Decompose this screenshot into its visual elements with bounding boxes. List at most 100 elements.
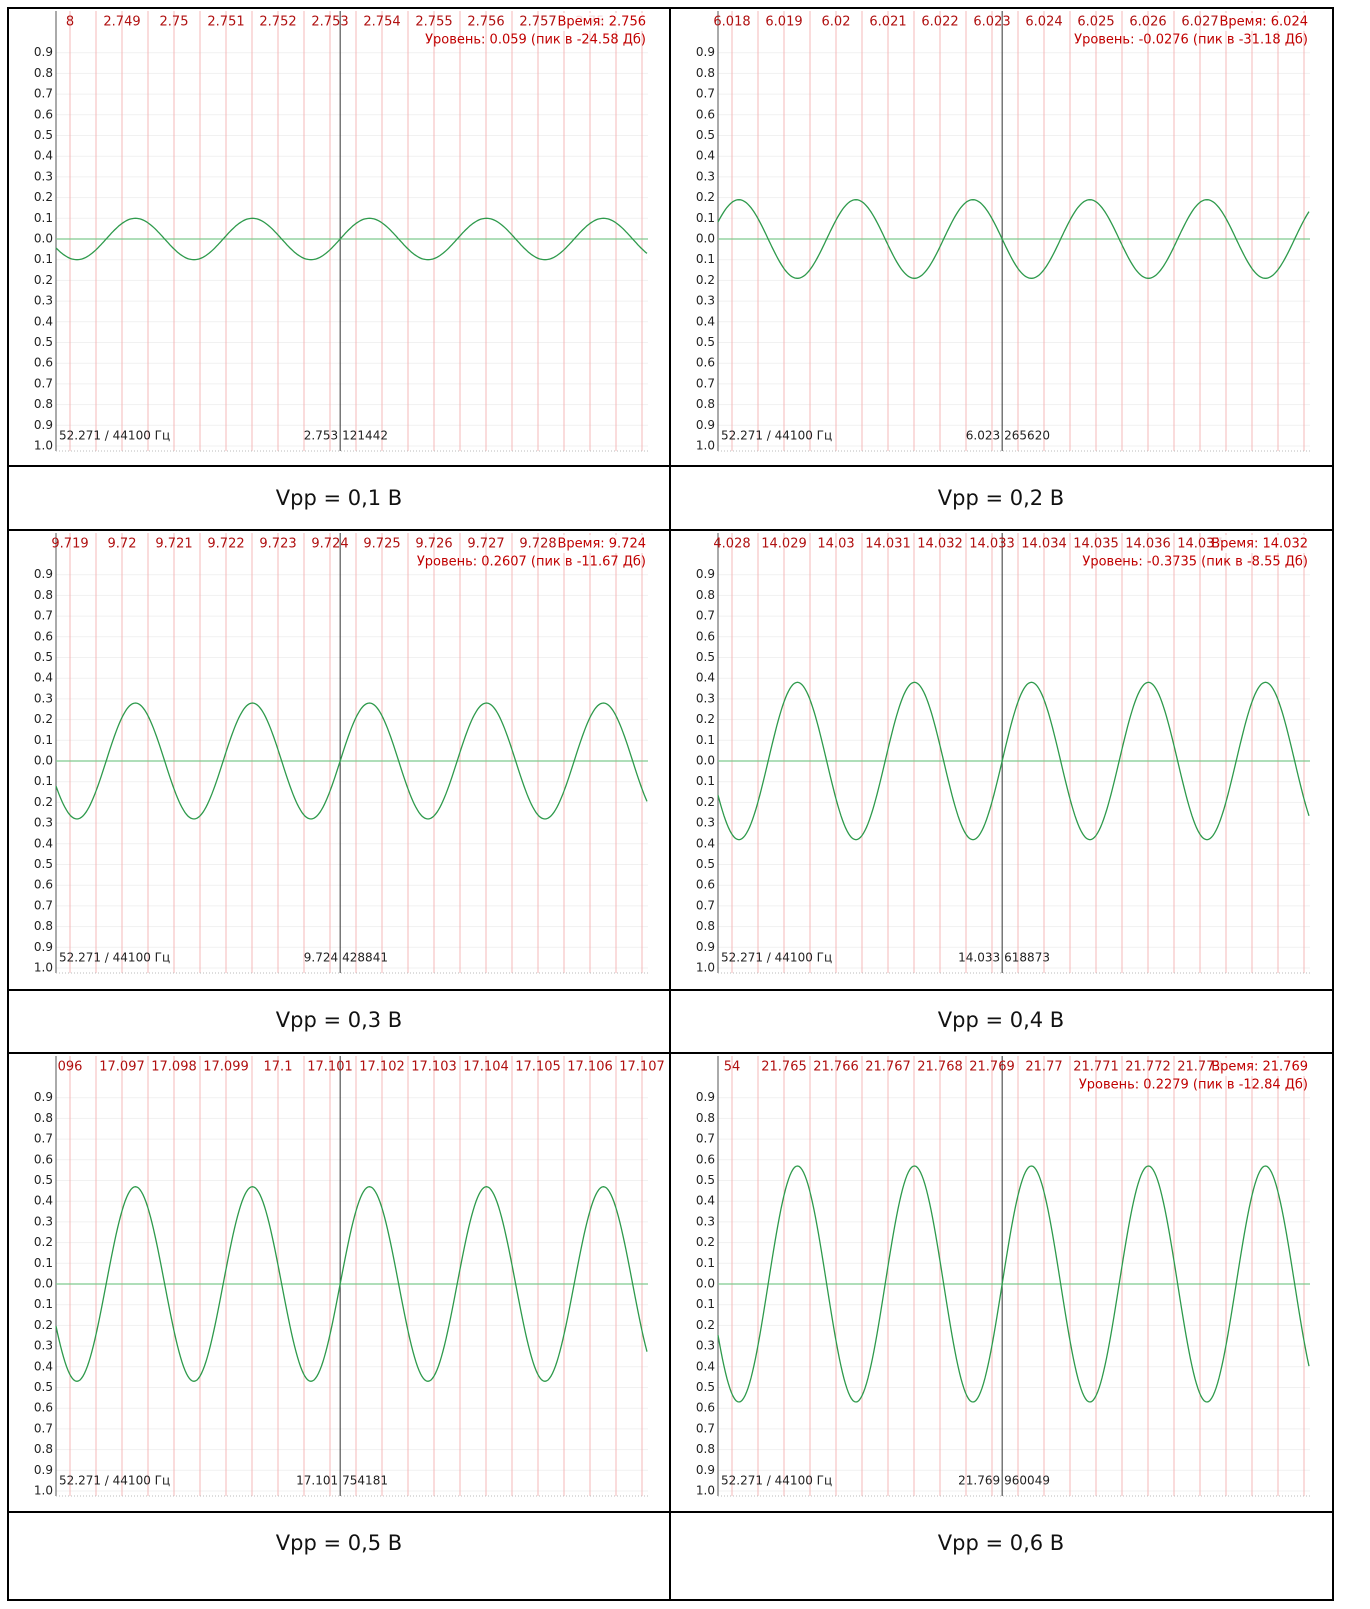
y-tick-label: 0.1 [696, 211, 715, 225]
y-tick-label: 0.6 [34, 878, 53, 892]
y-tick-label: 0.1 [34, 733, 53, 747]
x-tick-label: 6.02 [822, 15, 851, 30]
cursor-level: Уровень: -0.0276 (пик в -31.18 Дб) [1074, 33, 1308, 48]
sample-readout: 618873 [1004, 951, 1050, 965]
waveform [717, 199, 1310, 279]
y-tick-label: 0.9 [34, 418, 53, 432]
scope-panel: 0.9 0.8 0.7 0.6 0.5 0.4 0.3 0.2 0.1 0.0 0.1 0.2 0.3 0… [696, 533, 1310, 1032]
y-tick-label: 0.5 [34, 1380, 53, 1394]
cursor-level: Уровень: 0.059 (пик в -24.58 Дб) [425, 33, 646, 48]
y-tick-label: 0.6 [696, 107, 715, 121]
x-tick-label: 14.035 [1073, 537, 1119, 552]
y-tick-label: 0.5 [34, 128, 53, 142]
content: 0.9 0.8 0.7 0.6 0.5 0.4 0.3 0.2 0.1 0.0 0.1 0.2 0.3 0… [34, 11, 1310, 1555]
y-tick-label: 0.4 [696, 1359, 715, 1373]
info-backdrop [1218, 1058, 1310, 1076]
y-tick-label: 0.9 [696, 1090, 715, 1104]
sample-readout: 428841 [342, 951, 388, 965]
y-tick-label: 0.2 [34, 190, 53, 204]
y-tick-label: 0.9 [696, 940, 715, 954]
x-tick-label: 14.03 [817, 537, 854, 552]
y-tick-label: 0.1 [696, 1256, 715, 1270]
table-borders [7, 7, 1334, 1601]
y-tick-label: 0.7 [696, 609, 715, 623]
y-tick-label: 0.4 [34, 149, 53, 163]
y-tick-label: 0.5 [696, 128, 715, 142]
cursor-time: Время: 9.724 [557, 537, 646, 552]
cursor-time: Время: 14.032 [1211, 537, 1308, 552]
x-tick-label: 6.027 [1181, 15, 1218, 30]
y-tick-label: 0.5 [696, 1380, 715, 1394]
y-tick-label: 0.4 [34, 836, 53, 850]
sample-readout: 754181 [342, 1474, 388, 1488]
frequency-readout: 52.271 / 44100 Гц [721, 1474, 832, 1488]
info-backdrop [556, 535, 648, 553]
x-tick-label: 6.025 [1077, 15, 1114, 30]
waveform [55, 217, 648, 261]
y-tick-label: 0.8 [34, 919, 53, 933]
x-tick-label: 9.726 [415, 537, 452, 552]
x-tick-label: 21.77 [1025, 1060, 1062, 1075]
x-tick-label: 6.023 [973, 15, 1010, 30]
cursor-readout: 9.724 [304, 951, 338, 965]
info-backdrop [556, 13, 648, 31]
cursor-time: Время: 21.769 [1211, 1060, 1308, 1075]
info-backdrop [1218, 535, 1310, 553]
y-tick-label: 0.1 [696, 1297, 715, 1311]
frequency-readout: 52.271 / 44100 Гц [59, 1474, 170, 1488]
x-tick-label: 6.018 [713, 15, 750, 30]
x-tick-label: 2.75 [160, 15, 189, 30]
y-tick-label: 0.6 [696, 629, 715, 643]
x-tick-label: 9.728 [519, 537, 556, 552]
x-tick-label: 21.768 [917, 1060, 963, 1075]
y-tick-label: 0.7 [34, 87, 53, 101]
y-tick-label: 0.2 [34, 1235, 53, 1249]
y-tick-label: 0.6 [696, 356, 715, 370]
y-tick-label: 0.4 [696, 671, 715, 685]
frequency-readout: 52.271 / 44100 Гц [59, 429, 170, 443]
y-tick-label: 0.8 [696, 66, 715, 80]
y-tick-label: 0.9 [34, 940, 53, 954]
caption: Vpp = 0,6 В [938, 1531, 1064, 1555]
cursor-readout: 2.753 [304, 429, 338, 443]
cursor-time: Время: 2.756 [557, 15, 646, 30]
y-tick-label: 0.5 [696, 650, 715, 664]
caption: Vpp = 0,5 В [276, 1531, 402, 1555]
y-tick-label: 1.0 [696, 439, 715, 453]
y-tick-label: 0.6 [696, 1152, 715, 1166]
y-tick-label: 0.3 [696, 816, 715, 830]
waveform [717, 1165, 1310, 1403]
y-tick-label: 0.3 [696, 691, 715, 705]
y-tick-label: 0.7 [34, 376, 53, 390]
y-tick-label: 0.2 [696, 273, 715, 287]
y-tick-label: 0.0 [696, 232, 715, 246]
x-tick-label: 2.757 [519, 15, 556, 30]
x-tick-label: 2.753 [311, 15, 348, 30]
y-tick-label: 0.1 [696, 774, 715, 788]
y-tick-label: 0.6 [696, 1401, 715, 1415]
y-tick-label: 0.1 [34, 774, 53, 788]
x-tick-label: 21.769 [969, 1060, 1015, 1075]
y-tick-label: 1.0 [696, 961, 715, 975]
y-tick-label: 0.7 [696, 376, 715, 390]
y-tick-label: 0.3 [34, 1214, 53, 1228]
x-tick-label: 6.019 [765, 15, 802, 30]
y-tick-label: 0.2 [34, 712, 53, 726]
x-tick-label: 21.772 [1125, 1060, 1171, 1075]
x-tick-label: 17.104 [463, 1060, 509, 1075]
frequency-readout: 52.271 / 44100 Гц [59, 951, 170, 965]
x-tick-label: 54 [724, 1060, 741, 1075]
x-tick-label: 17.098 [151, 1060, 197, 1075]
x-tick-label: 2.755 [415, 15, 452, 30]
y-tick-label: 0.5 [696, 1173, 715, 1187]
y-tick-label: 0.2 [34, 795, 53, 809]
x-tick-label: 17.1 [264, 1060, 293, 1075]
x-tick-label: 9.727 [467, 537, 504, 552]
y-tick-label: 1.0 [34, 439, 53, 453]
x-tick-label: 2.752 [259, 15, 296, 30]
cursor-level: Уровень: 0.2279 (пик в -12.84 Дб) [1079, 1078, 1308, 1093]
x-tick-label: 2.754 [363, 15, 400, 30]
y-tick-label: 0.2 [696, 795, 715, 809]
